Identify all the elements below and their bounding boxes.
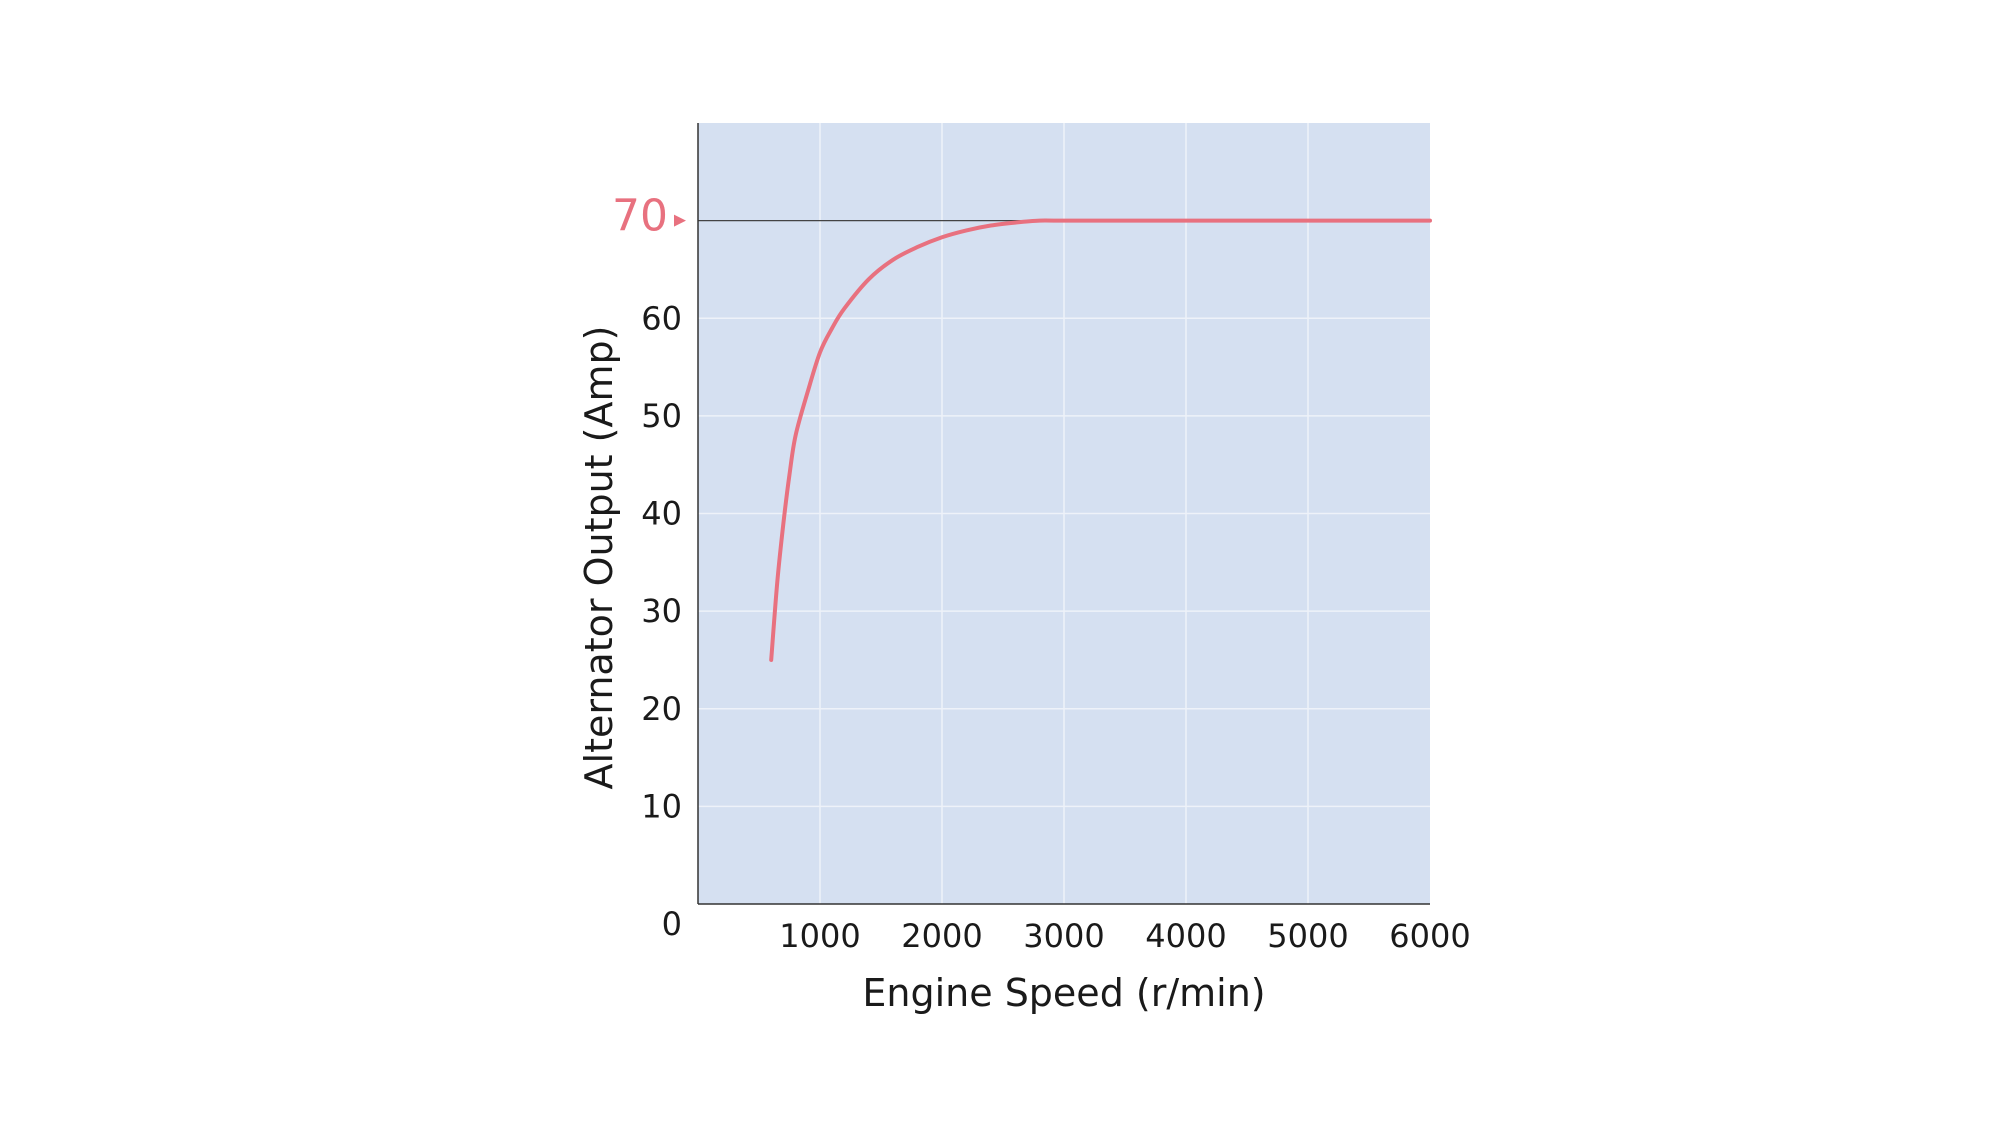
y-tick-label: 50 [641,397,682,435]
x-axis-title: Engine Speed (r/min) [862,971,1265,1015]
y-tick-label: 0 [662,905,682,943]
x-tick-label: 6000 [1389,917,1470,955]
y-tick-label: 40 [641,495,682,533]
y-axis-title: Alternator Output (Amp) [577,326,621,790]
output-curve [769,218,1432,662]
y-tick-label: 60 [641,299,682,337]
x-tick-label: 3000 [1023,917,1104,955]
grid-lines [698,123,1430,904]
max-output-arrow-icon [674,214,686,227]
tick-labels: 1000 2000 3000 4000 5000 6000 0 10 20 30 40 50 60 [641,299,1470,955]
x-tick-label: 2000 [901,917,982,955]
x-tick-label: 1000 [779,917,860,955]
y-tick-label: 10 [641,787,682,825]
y-tick-label: 20 [641,690,682,728]
y-tick-label: 30 [641,592,682,630]
x-tick-label: 4000 [1145,917,1226,955]
x-tick-label: 5000 [1267,917,1348,955]
max-output-label: 70 [612,191,668,242]
